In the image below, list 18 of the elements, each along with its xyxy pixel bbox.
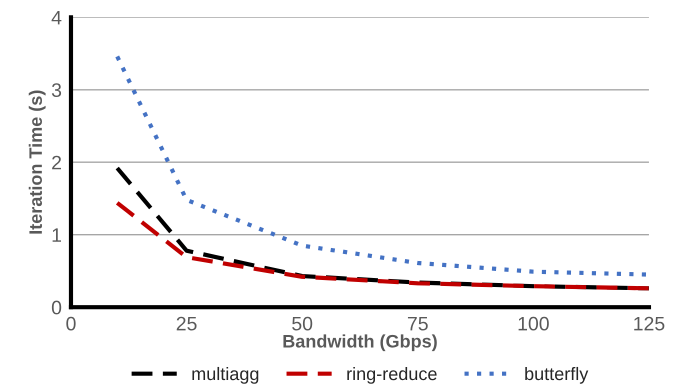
y-tick-label: 3 — [52, 83, 62, 97]
legend-label: multiagg — [192, 366, 258, 384]
x-tick-label: 125 — [634, 316, 664, 331]
x-tick-label: 100 — [518, 316, 549, 331]
y-tick-label: 4 — [52, 10, 62, 24]
x-tick-label: 75 — [408, 316, 428, 331]
y-tick-label: 0 — [52, 300, 62, 314]
y-tick-label: 1 — [52, 228, 62, 242]
legend-label: ring-reduce — [347, 366, 437, 384]
legend-label: butterfly — [525, 366, 588, 384]
y-axis-title: Iteration Time (s) — [28, 90, 46, 234]
x-tick-label: 0 — [66, 316, 76, 331]
x-tick-label: 50 — [292, 316, 312, 331]
x-tick-label: 25 — [176, 316, 197, 331]
y-tick-label: 2 — [52, 156, 61, 170]
line-series — [115, 54, 649, 277]
line-series — [115, 200, 649, 290]
x-axis-title: Bandwidth (Gbps) — [283, 334, 437, 352]
